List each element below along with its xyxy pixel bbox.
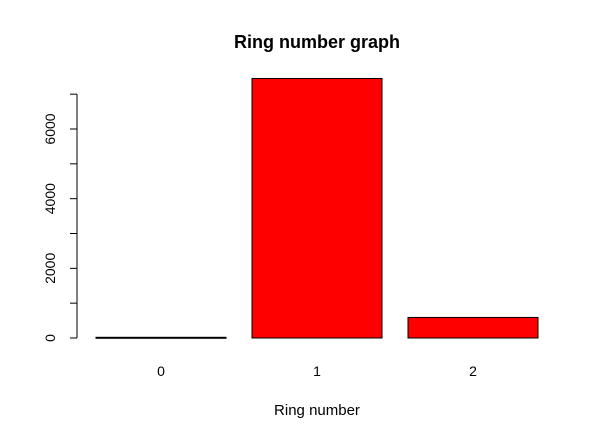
y-tick-label-2000: 2000	[42, 253, 58, 284]
y-tick-label-4000: 4000	[42, 183, 58, 214]
x-tick-label-0: 0	[157, 363, 165, 379]
y-tick-label-6000: 6000	[42, 113, 58, 144]
y-tick-label-0: 0	[42, 334, 58, 342]
chart-title: Ring number graph	[234, 32, 400, 52]
bar-2	[407, 316, 539, 339]
bar-1	[251, 77, 383, 339]
x-tick-label-2: 2	[469, 363, 477, 379]
bar-0	[95, 336, 227, 339]
bars-layer	[95, 77, 539, 339]
x-tick-labels: 0 1 2	[157, 363, 477, 379]
x-axis-label: Ring number	[274, 402, 360, 419]
x-tick-label-1: 1	[313, 363, 321, 379]
y-axis: 0 2000 4000 6000	[42, 93, 78, 342]
